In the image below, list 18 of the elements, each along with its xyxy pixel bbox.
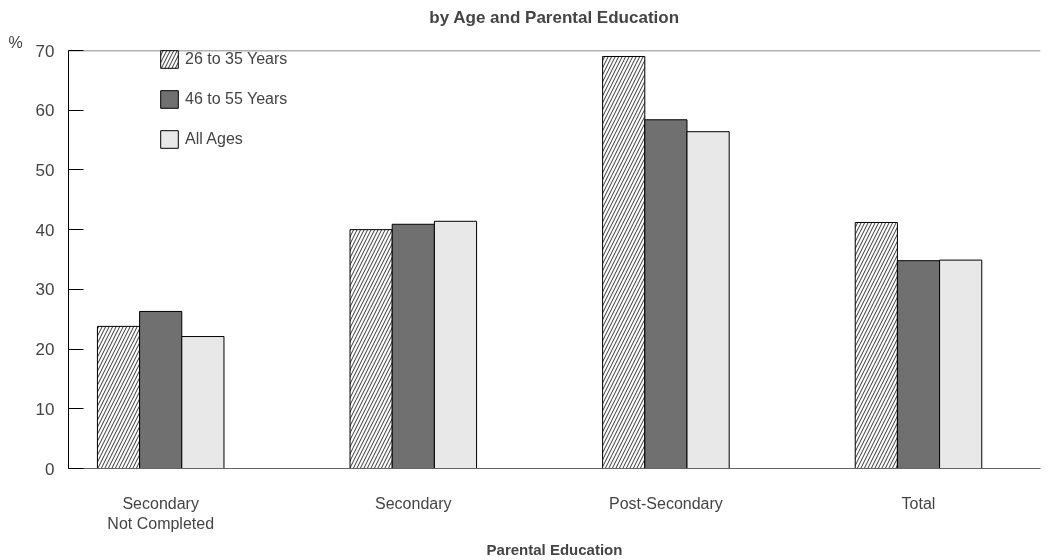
y-tick-label: 40	[35, 220, 55, 240]
x-axis-title: Parental Education	[486, 540, 623, 558]
x-tick-label: Post-Secondary	[608, 494, 723, 512]
x-tick-label: Secondary	[375, 494, 452, 512]
y-tick-label: 20	[35, 340, 55, 360]
x-tick-label: Secondary Not Completed	[107, 494, 215, 532]
legend-label: 26 to 35 Years	[185, 50, 288, 68]
y-tick-label: 70	[35, 41, 55, 61]
chart-title: by Age and Parental Education	[429, 7, 680, 27]
y-tick-label: 60	[35, 101, 55, 121]
x-tick-label: Total	[901, 494, 936, 512]
y-axis-title: %	[8, 33, 23, 51]
y-tick-label: 0	[45, 459, 55, 479]
legend-label: 46 to 55 Years	[185, 90, 288, 108]
y-tick-label: 10	[35, 399, 55, 419]
legend-label: All Ages	[185, 130, 243, 148]
y-tick-label: 50	[35, 160, 55, 180]
y-tick-label: 30	[35, 280, 55, 300]
